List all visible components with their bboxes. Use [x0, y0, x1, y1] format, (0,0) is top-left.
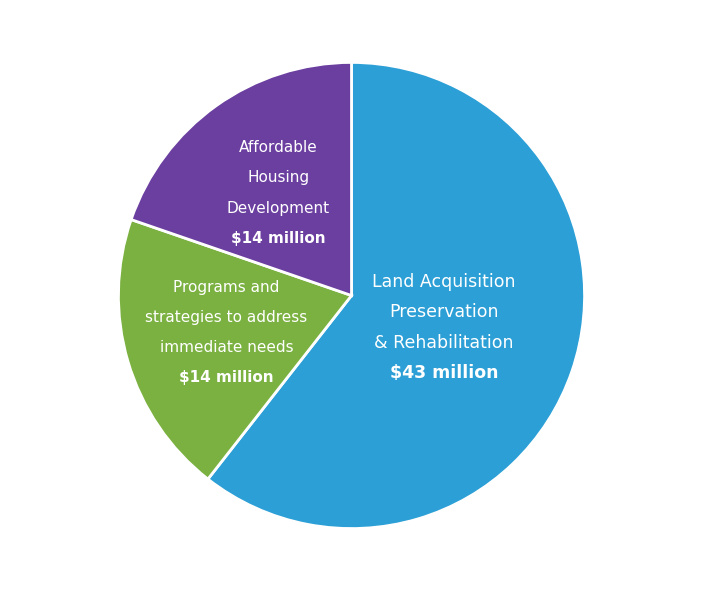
Text: $43 million: $43 million	[389, 364, 498, 382]
Text: Land Acquisition: Land Acquisition	[373, 273, 516, 291]
Text: Housing: Housing	[247, 170, 309, 186]
Text: & Rehabilitation: & Rehabilitation	[374, 333, 514, 352]
Text: Preservation: Preservation	[389, 303, 499, 322]
Text: $14 million: $14 million	[231, 231, 325, 246]
Wedge shape	[208, 63, 585, 528]
Wedge shape	[131, 63, 352, 296]
Text: $14 million: $14 million	[179, 371, 273, 385]
Text: Development: Development	[227, 201, 330, 216]
Wedge shape	[118, 220, 352, 479]
Text: Programs and: Programs and	[173, 280, 280, 294]
Text: strategies to address: strategies to address	[146, 310, 307, 325]
Text: immediate needs: immediate needs	[160, 340, 293, 355]
Text: Affordable: Affordable	[239, 140, 318, 155]
